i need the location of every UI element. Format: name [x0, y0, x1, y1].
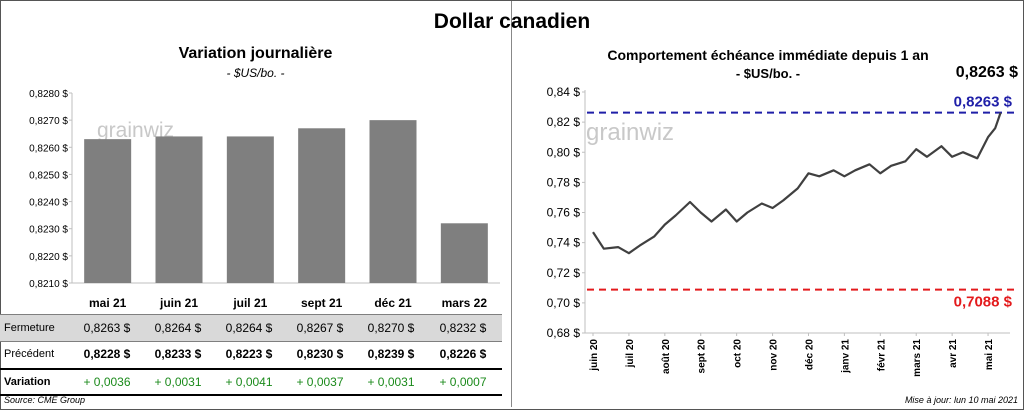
y-tick-label: 0,70 $: [547, 296, 581, 310]
bar: [369, 120, 417, 284]
price-series-line: [592, 112, 1002, 255]
row-label-close: Fermeture: [4, 322, 55, 334]
x-tick-label: juil 20: [625, 339, 636, 369]
y-tick-label: 0,8260 $: [29, 143, 68, 154]
left-chart-subtitle: - $US/bo. -: [226, 66, 285, 80]
high-reference-label: 0,8263 $: [954, 94, 1013, 111]
x-category-label: juin 21: [159, 296, 198, 310]
prev-cell: 0,8239 $: [367, 347, 415, 361]
x-category-label: juil 21: [232, 296, 267, 310]
y-tick-label: 0,8230 $: [29, 225, 68, 236]
x-tick-label: mai 21: [984, 339, 995, 371]
x-category-label: mai 21: [89, 296, 127, 310]
page-title: Dollar canadien: [433, 10, 591, 33]
prev-cell: 0,8223 $: [225, 347, 273, 361]
bar: [298, 128, 346, 283]
table-row-close: Fermeture 0,8263 $ 0,8264 $ 0,8264 $ 0,8…: [0, 314, 502, 342]
prev-cell: 0,8230 $: [296, 347, 344, 361]
close-cell: 0,8264 $: [225, 321, 273, 335]
bar: [440, 223, 488, 283]
x-tick-label: oct 20: [733, 339, 744, 368]
y-tick-label: 0,82 $: [547, 115, 581, 129]
y-tick-label: 0,76 $: [547, 206, 581, 220]
left-chart-title: Variation journalière: [178, 45, 333, 62]
var-cell: + 0,0031: [154, 375, 202, 389]
update-note: Mise à jour: lun 10 mai 2021: [904, 395, 1018, 405]
close-cell: 0,8232 $: [439, 321, 487, 335]
x-category-label: déc 21: [374, 296, 412, 310]
close-cell: 0,8263 $: [83, 321, 131, 335]
var-cell: + 0,0041: [225, 375, 273, 389]
prev-cell: 0,8233 $: [154, 347, 202, 361]
prev-cell: 0,8226 $: [439, 347, 487, 361]
y-tick-label: 0,8240 $: [29, 198, 68, 209]
x-tick-label: août 20: [661, 339, 672, 374]
low-reference-label: 0,7088 $: [954, 294, 1013, 311]
x-category-label: sept 21: [301, 296, 343, 310]
x-tick-label: janv 21: [840, 339, 851, 374]
x-category-label: mars 22: [442, 296, 488, 310]
panel-divider: [511, 1, 512, 407]
bar-chart: 0,8210 $ 0,8220 $ 0,8230 $ 0,8240 $ 0,8250 $…: [29, 89, 500, 310]
var-cell: + 0,0007: [439, 375, 487, 389]
y-tick-label: 0,8280 $: [29, 89, 68, 100]
var-cell: + 0,0037: [296, 375, 344, 389]
close-cell: 0,8270 $: [367, 321, 415, 335]
x-tick-label: févr 21: [876, 339, 887, 372]
line-chart: 0,68 $ 0,70 $ 0,72 $ 0,74 $ 0,76 $ 0,78 $ 0,80…: [547, 85, 1018, 377]
row-label-var: Variation: [4, 376, 51, 388]
close-cell: 0,8267 $: [296, 321, 344, 335]
bar: [226, 136, 274, 283]
x-tick-label: déc 20: [804, 339, 815, 371]
var-cell: + 0,0031: [367, 375, 415, 389]
bar: [84, 139, 132, 283]
y-tick-label: 0,84 $: [547, 85, 581, 99]
x-tick-label: mars 21: [912, 339, 923, 377]
x-tick-label: avr 21: [948, 339, 959, 368]
y-tick-label: 0,8270 $: [29, 116, 68, 127]
y-tick-label: 0,8210 $: [29, 279, 68, 290]
source-note: Source: CME Group: [4, 395, 86, 405]
table-row-var: Variation + 0,0036 + 0,0031 + 0,0041 + 0…: [0, 368, 502, 396]
y-tick-label: 0,8220 $: [29, 252, 68, 263]
grainwiz-watermark: grainwiz: [97, 119, 174, 142]
prev-cell: 0,8228 $: [83, 347, 131, 361]
y-tick-label: 0,68 $: [547, 326, 581, 340]
bar: [155, 136, 203, 283]
y-tick-label: 0,74 $: [547, 236, 581, 250]
grainwiz-watermark: grainwiz: [586, 119, 674, 146]
right-chart-title: Comportement échéance immédiate depuis 1…: [607, 47, 929, 63]
row-label-prev: Précédent: [4, 348, 55, 360]
y-tick-label: 0,8250 $: [29, 170, 68, 181]
y-tick-label: 0,72 $: [547, 266, 581, 280]
var-cell: + 0,0036: [83, 375, 131, 389]
y-tick-label: 0,78 $: [547, 175, 581, 189]
close-cell: 0,8264 $: [154, 321, 202, 335]
right-last-value: 0,8263 $: [955, 64, 1018, 81]
right-chart-subtitle: - $US/bo. -: [735, 66, 801, 81]
table-row-prev: Précédent 0,8228 $ 0,8233 $ 0,8223 $ 0,8…: [0, 341, 502, 367]
x-tick-label: nov 20: [769, 339, 780, 371]
x-tick-label: juin 20: [589, 339, 600, 372]
x-tick-label: sept 20: [697, 339, 708, 374]
y-tick-label: 0,80 $: [547, 145, 581, 159]
